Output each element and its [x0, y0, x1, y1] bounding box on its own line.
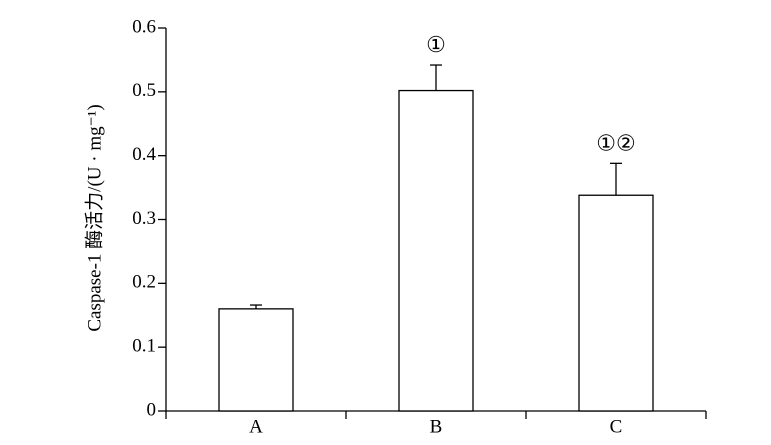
- x-tick-label: A: [249, 416, 263, 437]
- bar: [398, 89, 474, 412]
- y-tick-label: 0.6: [132, 16, 156, 37]
- y-tick-label: 0.1: [132, 336, 156, 357]
- y-tick-label: 0.3: [132, 208, 156, 229]
- annotation: ①: [426, 32, 446, 57]
- bar: [218, 308, 294, 412]
- y-tick-label: 0.2: [132, 272, 156, 293]
- x-tick-label: C: [610, 416, 623, 437]
- bar: [578, 194, 654, 412]
- y-tick-label: 0: [147, 399, 157, 420]
- y-tick-label: 0.5: [132, 80, 156, 101]
- annotation: ①②: [596, 130, 635, 155]
- x-tick-label: B: [430, 416, 443, 437]
- y-axis-label: Caspase-1 酶活力/(U · mg⁻¹): [83, 104, 105, 331]
- y-tick-label: 0.4: [132, 144, 156, 165]
